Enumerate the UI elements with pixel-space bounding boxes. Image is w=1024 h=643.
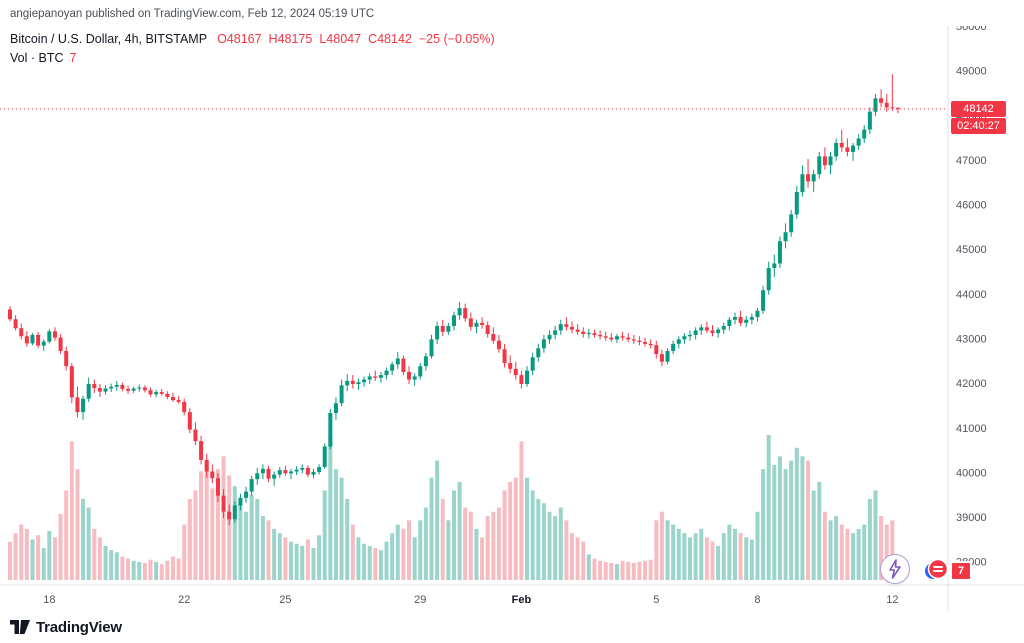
symbol-title: Bitcoin / U.S. Dollar, 4h, BITSTAMP	[10, 32, 208, 46]
tradingview-logo-icon	[10, 620, 30, 634]
ohlc-change: −25 (−0.05%)	[418, 32, 495, 46]
svg-text:41000: 41000	[956, 423, 987, 435]
svg-text:Feb: Feb	[512, 594, 532, 606]
ohlc-low: L48047	[319, 32, 362, 46]
svg-text:43000: 43000	[956, 333, 987, 345]
svg-text:47000: 47000	[956, 155, 987, 167]
tradingview-brand: TradingView	[36, 618, 122, 636]
svg-text:42000: 42000	[956, 378, 987, 390]
svg-text:49000: 49000	[956, 66, 987, 78]
svg-text:18: 18	[43, 594, 55, 606]
svg-text:40000: 40000	[956, 467, 987, 479]
reactions-icon	[924, 558, 948, 579]
svg-text:50000: 50000	[956, 26, 987, 33]
ohlc-open: O48167	[217, 32, 262, 46]
last-price-badge: 48142	[951, 100, 1006, 117]
ohlc-high: H48175	[268, 32, 313, 46]
ohlc-close: C48142	[368, 32, 412, 46]
chart-legend: Bitcoin / U.S. Dollar, 4h, BITSTAMP O4816…	[10, 30, 502, 69]
volume-value: 7	[69, 51, 77, 66]
svg-text:45000: 45000	[956, 244, 987, 256]
boost-button[interactable]	[880, 554, 910, 584]
legend-line-1: Bitcoin / U.S. Dollar, 4h, BITSTAMP O4816…	[10, 30, 502, 49]
svg-text:39000: 39000	[956, 512, 987, 524]
chart-area: 3800039000400004100042000430004400045000…	[0, 26, 1024, 611]
svg-text:8: 8	[754, 594, 760, 606]
attribution-text: angiepanoyan published on TradingView.co…	[0, 0, 1024, 26]
footer: TradingView	[0, 611, 1024, 643]
legend-line-2: Vol · BTC 7	[10, 49, 502, 68]
reactions-button[interactable]	[922, 556, 949, 583]
svg-text:5: 5	[653, 594, 659, 606]
svg-text:46000: 46000	[956, 200, 987, 212]
price-chart-canvas[interactable]: 3800039000400004100042000430004400045000…	[0, 26, 1024, 611]
volume-label: Vol · BTC	[10, 51, 64, 66]
svg-text:12: 12	[886, 594, 898, 606]
svg-text:29: 29	[414, 594, 426, 606]
reactions-count-badge[interactable]: 7	[950, 561, 973, 581]
countdown-badge: 02:40:27	[951, 117, 1006, 134]
svg-text:25: 25	[279, 594, 291, 606]
lightning-bolt-icon	[889, 559, 901, 579]
svg-text:22: 22	[178, 594, 190, 606]
svg-text:44000: 44000	[956, 289, 987, 301]
